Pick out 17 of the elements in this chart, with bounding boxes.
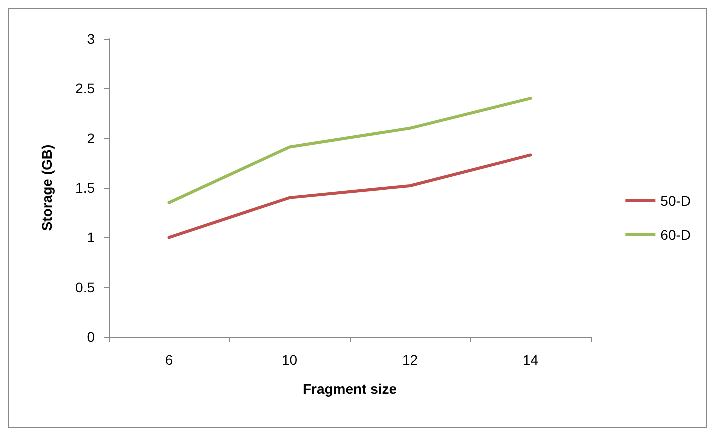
y-tick-label: 0.5 [76, 279, 96, 296]
y-tick-label: 2 [87, 130, 96, 146]
line-series [168, 154, 532, 240]
y-tick-label: 1 [87, 230, 96, 246]
y-tick-label: 0 [87, 329, 96, 345]
legend-label: 60-D [660, 227, 692, 243]
x-axis-title: Fragment size [302, 381, 398, 397]
y-tick-label: 3 [87, 31, 96, 47]
x-tick-label: 6 [165, 352, 174, 368]
x-tick-label: 14 [522, 352, 539, 368]
x-tick-label: 10 [282, 352, 298, 368]
y-axis-title: Storage (GB) [39, 144, 55, 232]
line-series [168, 97, 532, 204]
y-tick-label: 1.5 [76, 180, 96, 196]
y-tick-label: 2.5 [76, 80, 96, 97]
x-tick-label: 12 [402, 352, 418, 368]
legend-label: 50-D [660, 193, 692, 209]
